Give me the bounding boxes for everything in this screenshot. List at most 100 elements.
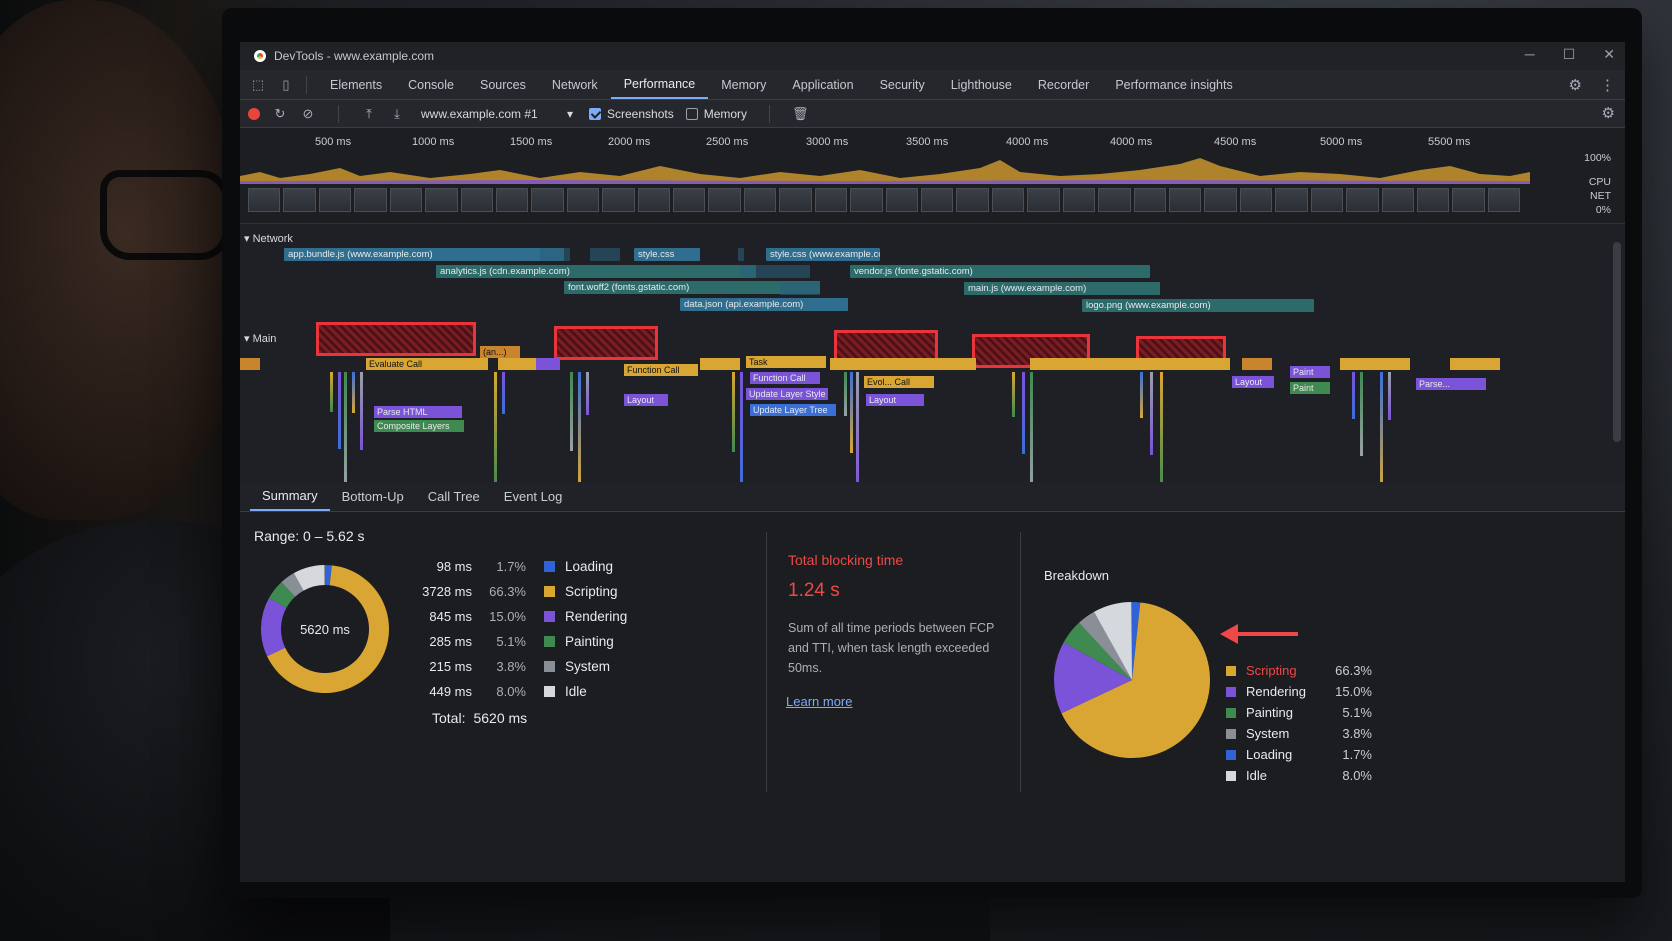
record-button[interactable] [248,107,260,120]
tab-call-tree[interactable]: Call Tree [427,489,480,504]
long-task-marker[interactable] [316,322,476,356]
flame-entry[interactable]: Layout [1232,376,1274,388]
screenshot-thumbnail[interactable] [991,188,1025,212]
network-request-bar[interactable] [590,248,620,261]
flame-entry[interactable]: Evaluate Call [366,358,460,370]
flame-entry[interactable]: Composite Layers [374,420,464,432]
flame-entry[interactable] [1242,358,1272,370]
network-request-bar[interactable]: font.woff2 (fonts.gstatic.com) [564,281,820,294]
save-profile-icon[interactable]: ⤓ [394,105,400,121]
screenshot-thumbnail[interactable] [637,188,671,212]
network-request-bar[interactable] [780,282,820,295]
tab-lighthouse[interactable]: Lighthouse [950,77,1012,92]
capture-settings-gear-icon[interactable]: ⚙ [1601,105,1615,122]
flame-entry[interactable]: Task [746,356,826,368]
minimize-icon[interactable]: ─ [1524,46,1535,62]
kebab-menu-icon[interactable]: ⋮ [1600,77,1615,94]
memory-checkbox[interactable]: Memory [685,107,747,121]
screenshot-thumbnail[interactable] [1027,188,1060,212]
tab-recorder[interactable]: Recorder [1037,77,1090,92]
flame-entry[interactable]: Paint [1290,366,1330,378]
screenshot-thumbnail[interactable] [602,188,635,212]
network-request-bar[interactable]: logo.png (www.example.com) [1082,299,1314,312]
screenshot-thumbnail[interactable] [1346,188,1379,212]
flame-entry[interactable]: Update Layer Style [746,388,828,400]
flame-entry[interactable]: Evol... Call [864,376,934,388]
screenshot-thumbnail[interactable] [354,188,387,212]
screenshot-thumbnail[interactable] [1381,188,1414,212]
flame-entry[interactable] [1030,358,1160,370]
main-track-header[interactable]: ▾ Main [244,333,277,345]
settings-gear-icon[interactable]: ⚙ [1568,77,1582,94]
screenshot-thumbnail[interactable] [1062,188,1096,212]
tab-sources[interactable]: Sources [479,77,526,92]
screenshot-thumbnail[interactable] [1133,188,1166,212]
flame-entry[interactable]: Layout [866,394,924,406]
tab-console[interactable]: Console [408,77,454,92]
screenshot-thumbnail[interactable] [921,188,954,212]
screenshot-thumbnail[interactable] [1168,188,1202,212]
flame-entry[interactable] [460,358,488,370]
screenshot-thumbnail[interactable] [708,188,741,212]
trash-icon[interactable]: 🗑 [792,105,809,121]
screenshot-thumbnail[interactable] [850,188,883,212]
load-profile-icon[interactable]: ⤒ [366,105,372,121]
network-request-bar[interactable]: data.json (api.example.com) [680,298,848,311]
tab-security[interactable]: Security [879,77,925,92]
flame-entry[interactable]: (an...) [480,346,520,358]
timeline-scrollbar[interactable] [1613,242,1621,442]
network-request-bar[interactable] [738,248,744,261]
screenshot-thumbnail[interactable] [566,188,600,212]
network-request-bar[interactable] [540,248,570,261]
screenshot-thumbnail[interactable] [956,188,989,212]
screenshot-thumbnail[interactable] [814,188,848,212]
flame-entry[interactable] [948,358,976,370]
tab-elements[interactable]: Elements [330,77,383,92]
network-request-bar[interactable] [740,265,810,278]
tab-memory[interactable]: Memory [721,77,767,92]
recording-select[interactable]: www.example.com #1 ▾ [417,104,577,124]
learn-more-link[interactable]: Learn more [786,694,853,709]
tab-performance[interactable]: Performance [610,70,709,99]
flame-entry[interactable]: Function Call [624,364,698,376]
screenshot-thumbnail[interactable] [495,188,529,212]
reload-record-icon[interactable]: ↻ [274,105,286,121]
tab-bottom-up[interactable]: Bottom-Up [341,489,404,504]
screenshot-thumbnail[interactable] [248,188,281,212]
screenshot-thumbnail[interactable] [779,188,812,212]
screenshot-thumbnail[interactable] [1310,188,1344,212]
flame-entry[interactable] [700,358,740,370]
screenshot-thumbnail[interactable] [1416,188,1450,212]
screenshot-thumbnail[interactable] [1204,188,1237,212]
flame-entry[interactable]: Parse HTML [374,406,462,418]
flame-entry[interactable] [1340,358,1410,370]
screenshot-thumbnail[interactable] [1487,188,1521,212]
flame-entry[interactable]: Update Layer Tree [750,404,836,416]
timeline-overview[interactable]: 500 ms 1000 ms 1500 ms 2000 ms 2500 ms 3000 m… [240,128,1625,224]
network-request-bar[interactable]: main.js (www.example.com) [964,282,1160,295]
clear-icon[interactable]: ⊘ [302,105,314,121]
screenshot-thumbnail[interactable] [673,188,706,212]
screenshot-thumbnail[interactable] [460,188,493,212]
screenshot-thumbnail[interactable] [885,188,919,212]
flame-entry[interactable]: Layout [624,394,668,406]
screenshot-thumbnail[interactable] [531,188,564,212]
flame-entry[interactable] [240,358,260,370]
screenshot-thumbnail[interactable] [389,188,423,212]
checkbox-unchecked[interactable] [685,107,698,120]
tab-summary[interactable]: Summary [250,482,330,511]
maximize-icon[interactable]: ☐ [1562,46,1576,62]
flame-entry[interactable]: Parse... [1416,378,1486,390]
tab-application[interactable]: Application [792,77,854,92]
screenshot-thumbnail[interactable] [1275,188,1308,212]
screenshot-thumbnail[interactable] [425,188,458,212]
close-icon[interactable]: ✕ [1603,46,1615,62]
network-request-bar[interactable]: app.bundle.js (www.example.com) [284,248,564,261]
tab-performance-insights[interactable]: Performance insights [1115,77,1233,92]
screenshot-thumbnail[interactable] [1452,188,1485,212]
screenshot-thumbnail[interactable] [318,188,352,212]
screenshot-thumbnail[interactable] [743,188,777,212]
flame-entry[interactable]: Paint [1290,382,1330,394]
network-request-bar[interactable]: style.css [634,248,700,261]
flame-entry[interactable] [830,358,950,370]
